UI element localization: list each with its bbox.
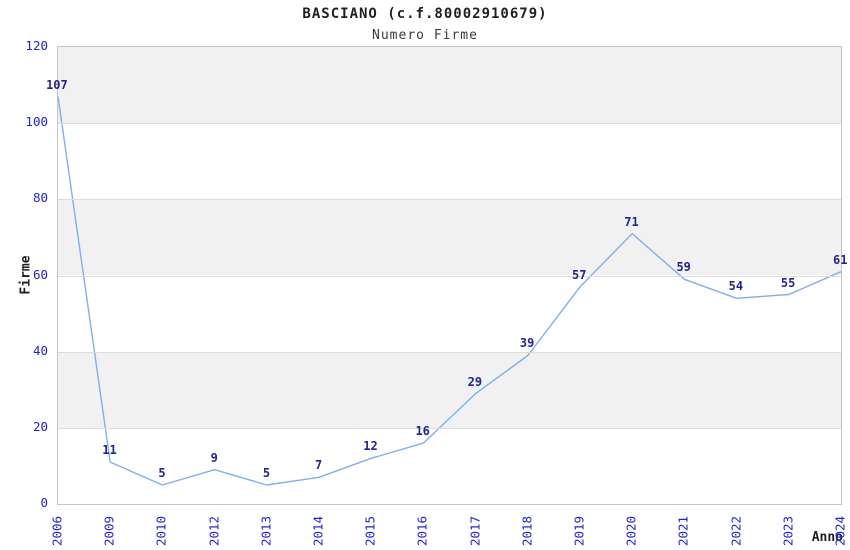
chart-title: BASCIANO (c.f.80002910679) [302,6,548,22]
point-label: 12 [363,439,378,454]
point-label: 7 [315,458,323,473]
plot-band [58,351,841,428]
y-tick-label: 60 [32,266,48,282]
point-label: 5 [262,466,271,481]
point-label: 59 [676,260,691,275]
y-tick-label: 120 [25,38,48,53]
x-axis-title: Anno [811,530,843,545]
x-tick-label: 2019 [571,515,587,547]
y-tick-label: 20 [32,418,48,434]
point-label: 54 [728,279,744,294]
line-series [57,96,842,486]
point-label: 57 [572,268,587,283]
x-tick-label: 2022 [728,515,744,547]
x-tick-label: 2018 [519,515,535,547]
x-tick-label: 2009 [101,515,117,547]
gridline [58,276,841,277]
point-label: 61 [833,252,848,267]
x-tick-label: 2017 [467,515,483,547]
gridline [58,123,841,124]
point-label: 16 [415,424,430,439]
gridline [58,199,841,200]
plot-band [58,199,841,276]
series-line [57,96,842,486]
chart-subtitle: Numero Firme [372,28,478,43]
gridline [58,428,841,429]
point-label: 29 [467,374,483,389]
x-tick-label: 2021 [675,515,691,547]
point-label: 11 [102,443,117,458]
gridline [58,352,841,353]
x-tick-label: 2015 [362,515,378,547]
x-tick-label: 2023 [780,515,796,547]
y-tick-label: 40 [32,342,48,358]
x-tick-label: 2013 [258,515,274,547]
x-tick-label: 2014 [310,515,326,547]
point-label: 39 [519,336,535,351]
y-tick-label: 0 [40,495,48,510]
point-label: 71 [624,214,639,229]
x-tick-label: 2010 [153,515,169,547]
plot-area: 107 11 5 9 5 7 12 16 29 39 57 71 59 54 55 61 [46,46,848,505]
y-tick-label: 80 [32,190,48,206]
x-tick-label: 2006 [49,515,65,547]
plot-band [58,47,841,124]
y-tick-label: 100 [25,114,48,130]
point-label: 9 [210,450,218,465]
x-tick-label: 2016 [414,515,430,547]
point-label: 5 [158,466,166,481]
x-tick-label: 2012 [206,515,222,547]
point-label: 107 [46,77,68,92]
point-label: 55 [780,275,796,290]
x-tick-label: 2024 [832,515,848,547]
x-tick-label: 2020 [623,515,639,547]
